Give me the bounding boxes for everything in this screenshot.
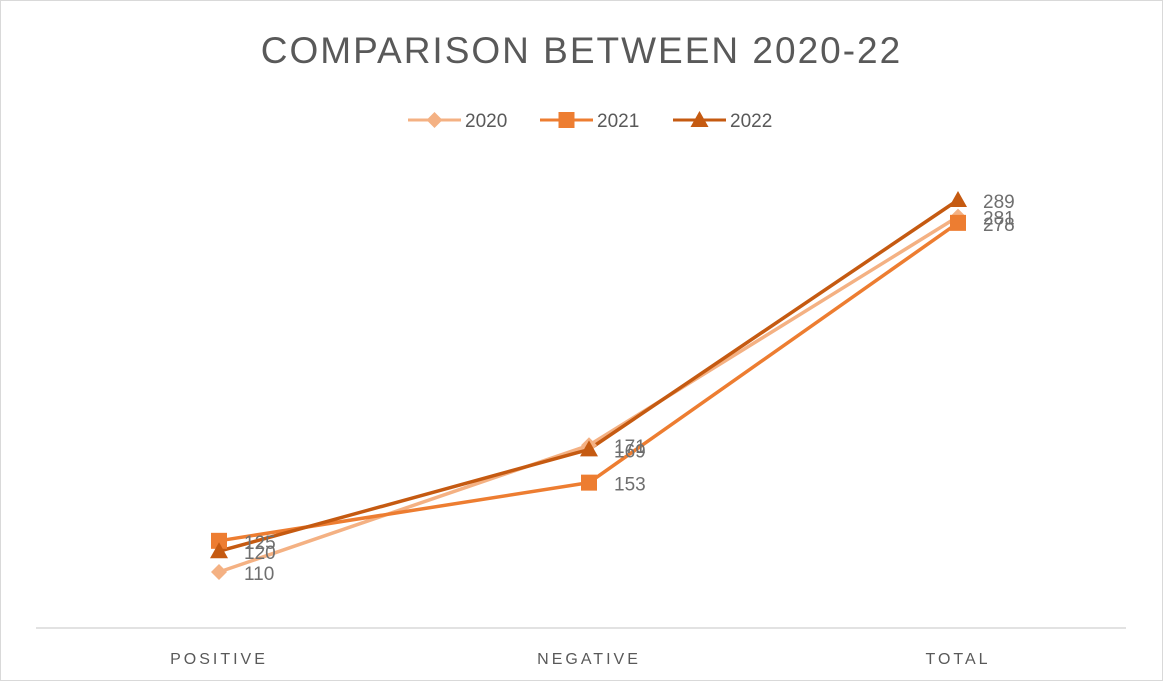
data-label-2022-total: 289 xyxy=(983,192,1015,213)
series-line-2021 xyxy=(217,221,960,543)
data-label-2022-negative: 169 xyxy=(614,441,646,462)
legend-label-2021: 2021 xyxy=(597,111,639,132)
point-2021-total xyxy=(950,214,966,231)
point-2022-positive xyxy=(210,542,228,559)
data-labels: 110 171 281 125 153 278 120 169 289 xyxy=(244,192,1015,585)
legend-marker-2022 xyxy=(690,111,709,127)
x-tick-label-total: TOTAL xyxy=(925,651,990,668)
point-2021-negative xyxy=(581,474,597,491)
series-lines xyxy=(217,198,960,574)
legend-marker-2020 xyxy=(426,112,443,128)
x-tick-label-negative: NEGATIVE xyxy=(537,651,641,668)
point-2022-total xyxy=(949,191,967,207)
legend: 2020 2021 2022 xyxy=(408,111,772,132)
data-label-2020-total: 281 xyxy=(983,209,1015,230)
legend-label-2022: 2022 xyxy=(730,111,772,132)
data-label-2021-positive: 125 xyxy=(244,533,276,554)
series-line-2022 xyxy=(217,198,960,553)
x-tick-label-positive: POSITIVE xyxy=(170,651,268,668)
x-axis-ticks: POSITIVE NEGATIVE TOTAL xyxy=(170,651,990,668)
data-label-2021-negative: 153 xyxy=(614,475,646,496)
point-2022-negative xyxy=(580,440,598,457)
point-2020-positive xyxy=(211,564,227,580)
data-label-2020-negative: 171 xyxy=(614,437,646,458)
point-2021-positive xyxy=(211,532,227,549)
legend-marker-2021 xyxy=(558,112,575,128)
series-markers xyxy=(210,191,967,580)
data-label-2020-positive: 110 xyxy=(244,564,274,585)
legend-label-2020: 2020 xyxy=(465,111,507,132)
series-line-2020 xyxy=(217,214,960,574)
data-label-2021-total: 278 xyxy=(983,215,1015,236)
data-label-2022-positive: 120 xyxy=(244,543,276,564)
chart-title: COMPARISON BETWEEN 2020-22 xyxy=(260,30,903,71)
